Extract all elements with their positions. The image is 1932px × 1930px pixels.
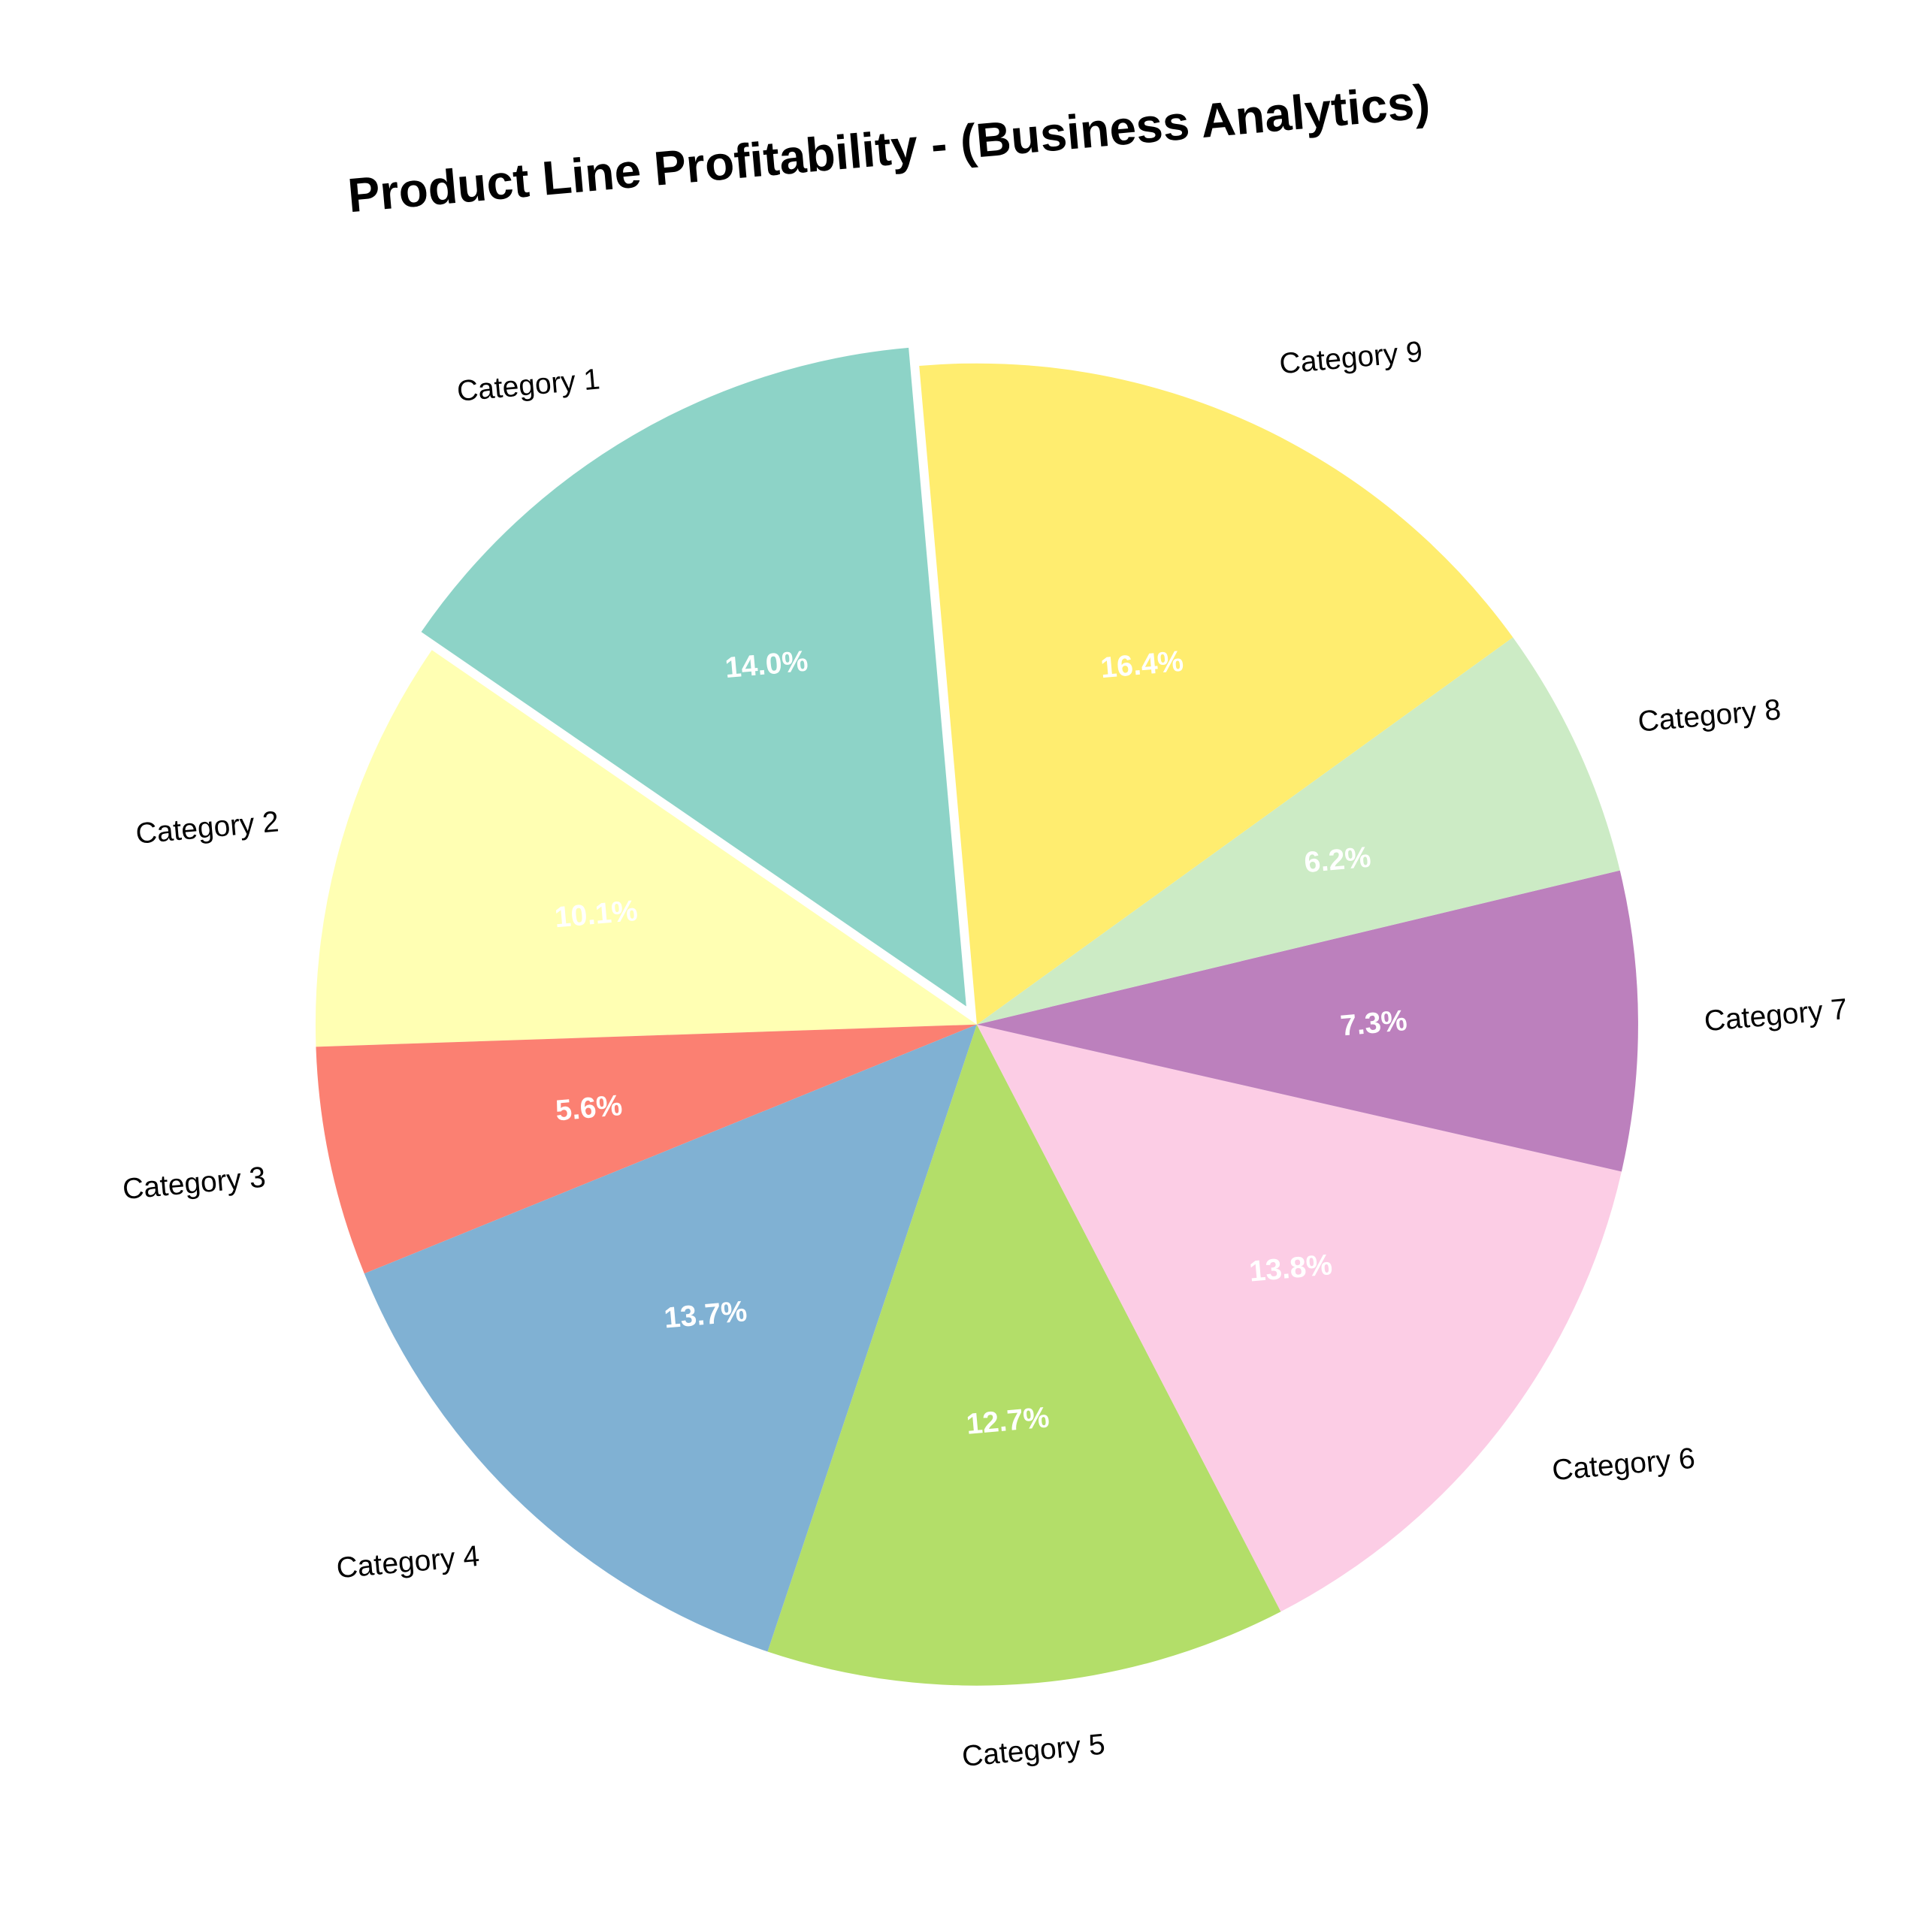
percent-label-category-4: 13.7% <box>663 1295 748 1334</box>
percent-labels: 14.0% 10.1% 5.6% 13.7% 12.7% 13.8% 7.3% 6.2% 16.… <box>553 645 1408 1441</box>
chart-rotated-group: Product Line Profitability - (Business A… <box>121 74 1849 1773</box>
category-label-category-2: Category 2 <box>135 805 280 850</box>
pie-slice-category-9 <box>919 363 1513 1025</box>
pie-slice-category-8 <box>976 637 1620 1025</box>
percent-label-category-1: 14.0% <box>724 645 809 684</box>
category-label-category-1: Category 1 <box>455 363 601 407</box>
category-label-category-9: Category 9 <box>1278 336 1424 380</box>
category-label-category-7: Category 7 <box>1703 993 1849 1037</box>
category-label-category-5: Category 5 <box>960 1729 1106 1773</box>
pie-slices <box>315 347 1638 1686</box>
pie-slice-category-7 <box>976 870 1638 1172</box>
category-label-category-4: Category 4 <box>335 1540 481 1584</box>
category-label-category-8: Category 8 <box>1637 693 1782 738</box>
pie-slice-category-1 <box>421 347 966 1007</box>
pie-slice-category-5 <box>767 1024 1281 1686</box>
percent-label-category-6: 13.8% <box>1248 1249 1334 1288</box>
pie-slice-category-3 <box>316 1024 977 1274</box>
percent-label-category-7: 7.3% <box>1339 1004 1408 1043</box>
percent-label-category-5: 12.7% <box>965 1401 1051 1440</box>
pie-slice-category-6 <box>976 1024 1622 1612</box>
percent-label-category-9: 16.4% <box>1099 645 1185 684</box>
category-label-category-3: Category 3 <box>121 1161 267 1206</box>
chart-title: Product Line Profitability - (Business A… <box>346 74 1432 223</box>
category-label-category-6: Category 6 <box>1551 1442 1697 1487</box>
pie-slice-category-2 <box>315 650 977 1047</box>
percent-label-category-2: 10.1% <box>553 895 639 934</box>
percent-label-category-3: 5.6% <box>555 1089 624 1128</box>
pie-slice-category-4 <box>364 1024 977 1652</box>
percent-label-category-8: 6.2% <box>1303 841 1372 880</box>
